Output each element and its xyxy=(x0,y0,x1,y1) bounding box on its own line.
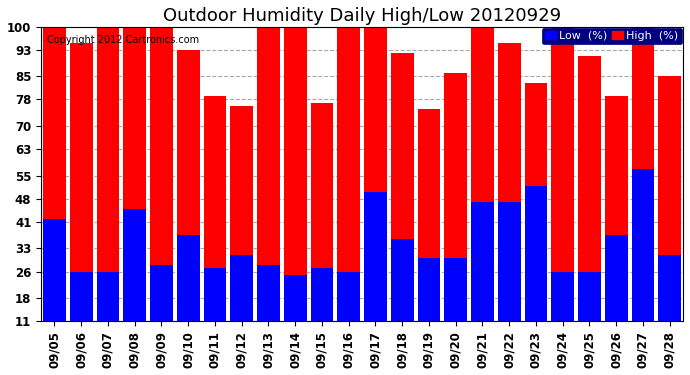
Bar xyxy=(578,272,601,358)
Bar xyxy=(177,50,199,358)
Bar xyxy=(444,73,467,358)
Bar xyxy=(364,27,387,358)
Bar xyxy=(150,265,172,358)
Bar xyxy=(284,27,306,358)
Bar xyxy=(605,235,627,358)
Bar xyxy=(257,27,279,358)
Bar xyxy=(150,27,172,358)
Bar xyxy=(124,209,146,358)
Bar xyxy=(391,53,413,358)
Bar xyxy=(337,27,360,358)
Bar xyxy=(204,96,226,358)
Bar xyxy=(444,258,467,358)
Bar xyxy=(524,83,547,358)
Bar xyxy=(43,27,66,358)
Bar xyxy=(417,258,440,358)
Legend: Low  (%), High  (%): Low (%), High (%) xyxy=(542,28,682,44)
Bar xyxy=(204,268,226,358)
Bar xyxy=(497,43,520,358)
Bar xyxy=(230,106,253,358)
Bar xyxy=(70,43,92,358)
Bar xyxy=(551,27,574,358)
Bar xyxy=(230,255,253,358)
Bar xyxy=(658,76,681,358)
Bar xyxy=(524,186,547,358)
Bar xyxy=(497,202,520,358)
Bar xyxy=(605,96,627,358)
Text: Copyright 2012 Cartronics.com: Copyright 2012 Cartronics.com xyxy=(48,35,199,45)
Bar xyxy=(471,27,494,358)
Bar xyxy=(551,272,574,358)
Bar xyxy=(70,272,92,358)
Bar xyxy=(97,27,119,358)
Bar xyxy=(658,255,681,358)
Bar xyxy=(177,235,199,358)
Bar xyxy=(578,56,601,358)
Bar xyxy=(417,110,440,358)
Bar xyxy=(631,169,654,358)
Bar xyxy=(631,27,654,358)
Bar xyxy=(337,272,360,358)
Bar xyxy=(97,272,119,358)
Bar xyxy=(124,27,146,358)
Bar xyxy=(43,219,66,358)
Bar xyxy=(257,265,279,358)
Bar xyxy=(471,202,494,358)
Bar xyxy=(310,268,333,358)
Title: Outdoor Humidity Daily High/Low 20120929: Outdoor Humidity Daily High/Low 20120929 xyxy=(163,7,561,25)
Bar xyxy=(310,103,333,358)
Bar xyxy=(364,192,387,358)
Bar xyxy=(284,275,306,358)
Bar xyxy=(391,238,413,358)
